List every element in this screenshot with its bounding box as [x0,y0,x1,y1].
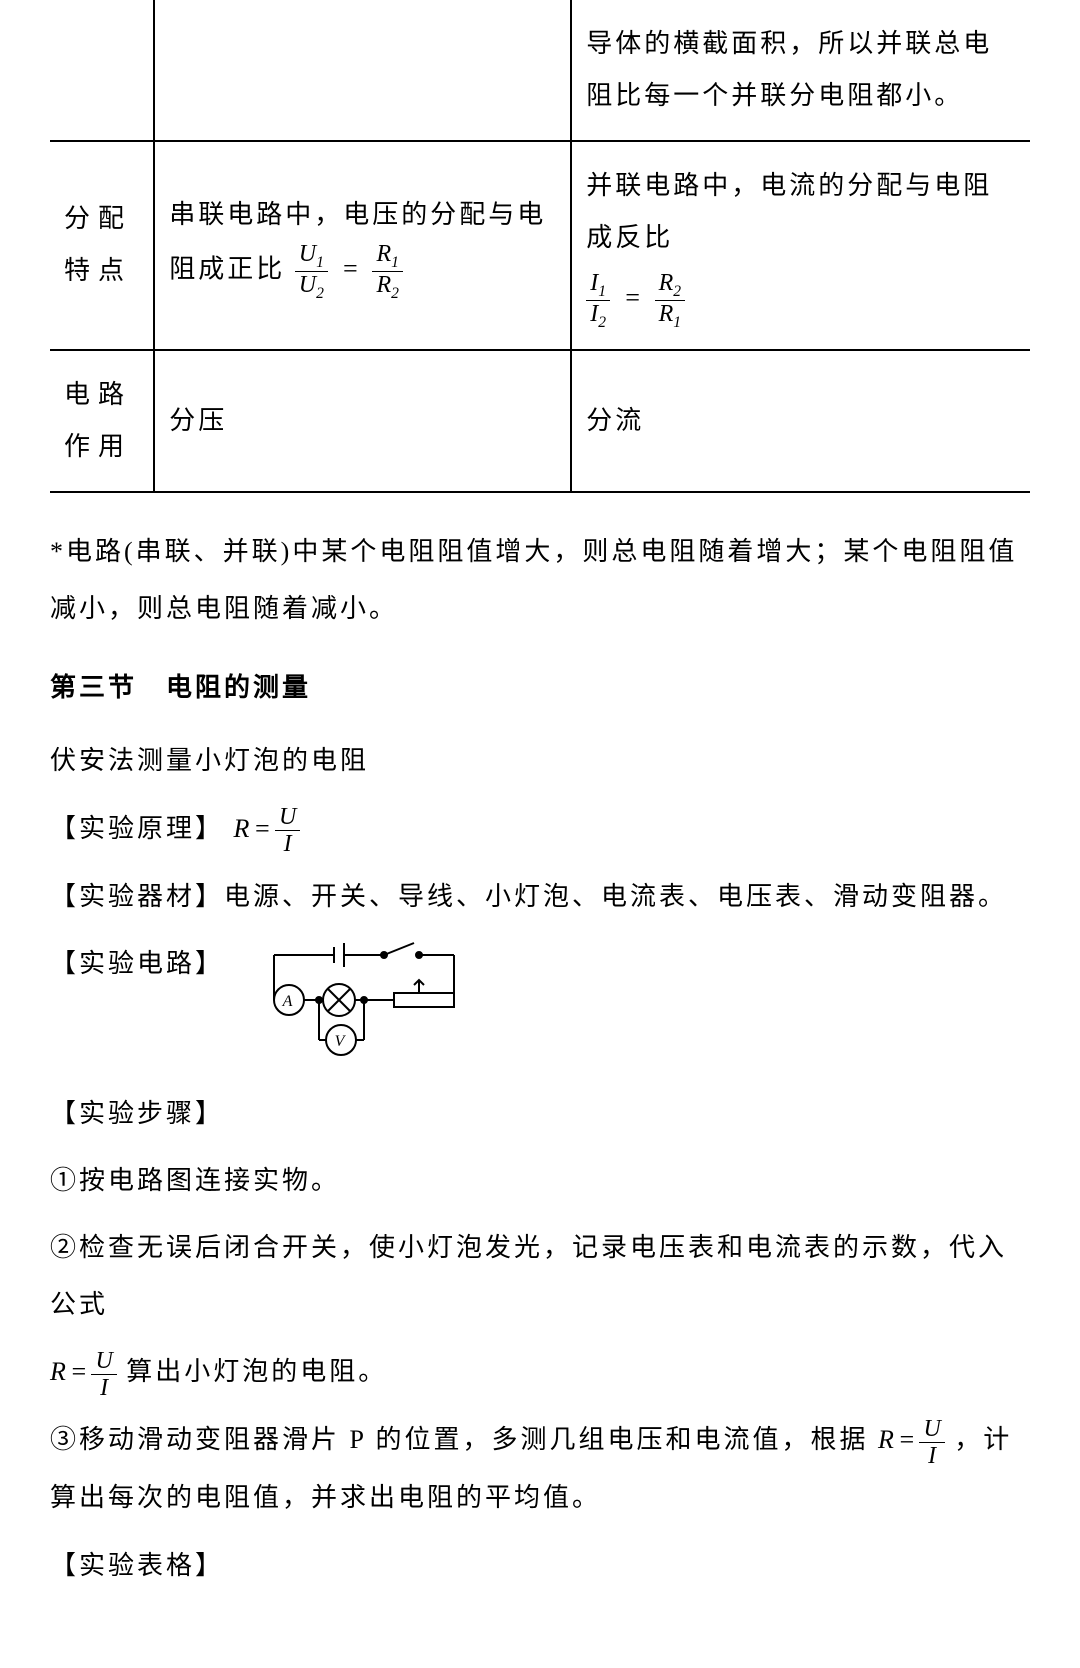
table-row: 导体的横截面积，所以并联总电阻比每一个并联分电阻都小。 [50,0,1030,141]
equipment-label: 【实验器材】 [50,882,224,911]
step-2: ②检查无误后闭合开关，使小灯泡发光，记录电压表和电流表的示数，代入公式 [50,1219,1030,1333]
cell-function-label: 电路作用 [50,350,154,492]
table-row: 分配特点 串联电路中，电压的分配与电阻成正比 U1 U2 = R1 R2 并联电… [50,141,1030,350]
subtitle: 伏安法测量小灯泡的电阻 [50,732,1030,789]
step-3: ③移动滑动变阻器滑片 P 的位置，多测几组电压和电流值，根据 R= U I ，计… [50,1411,1030,1526]
step-1: ①按电路图连接实物。 [50,1152,1030,1209]
formula-r: R [234,814,250,843]
section-title: 第三节 电阻的测量 [50,659,1030,716]
cell-parallel-function: 分流 [571,350,1030,492]
fraction-r1-r2: R1 R2 [372,241,402,302]
circuit-diagram-icon: A V [244,935,474,1065]
circuit-label: 【实验电路】 [50,935,224,992]
principle-row: 【实验原理】 R= U I [50,800,1030,858]
svg-text:V: V [335,1033,348,1050]
principle-label: 【实验原理】 [50,814,224,843]
cell-series-distribution: 串联电路中，电压的分配与电阻成正比 U1 U2 = R1 R2 [154,141,571,350]
equipment-row: 【实验器材】电源、开关、导线、小灯泡、电流表、电压表、滑动变阻器。 [50,868,1030,925]
note-text: *电路(串联、并联)中某个电阻阻值增大，则总电阻随着增大；某个电阻阻值减小，则总… [50,523,1030,637]
circuit-row: 【实验电路】 [50,935,1030,1065]
equipment-text: 电源、开关、导线、小灯泡、电流表、电压表、滑动变阻器。 [224,882,1007,911]
fraction-i1-i2: I1 I2 [586,270,610,331]
table-label: 【实验表格】 [50,1537,1030,1594]
fraction-u1-u2: U1 U2 [295,241,328,302]
step-2-formula: R= U I 算出小灯泡的电阻。 [50,1343,1030,1401]
steps-label: 【实验步骤】 [50,1085,1030,1142]
parallel-dist-text: 并联电路中，电流的分配与电阻成反比 [586,160,1016,264]
cell-parallel-distribution: 并联电路中，电流的分配与电阻成反比 I1 I2 = R2 R1 [571,141,1030,350]
cell-distribution-label: 分配特点 [50,141,154,350]
comparison-table: 导体的横截面积，所以并联总电阻比每一个并联分电阻都小。 分配特点 串联电路中，电… [50,0,1030,493]
svg-text:A: A [282,993,296,1010]
cell-parallel-area: 导体的横截面积，所以并联总电阻比每一个并联分电阻都小。 [571,0,1030,141]
cell-series-function: 分压 [154,350,571,492]
table-row: 电路作用 分压 分流 [50,350,1030,492]
fraction-r2-r1: R2 R1 [655,270,685,331]
fraction-u-over-i: U I [275,804,300,858]
